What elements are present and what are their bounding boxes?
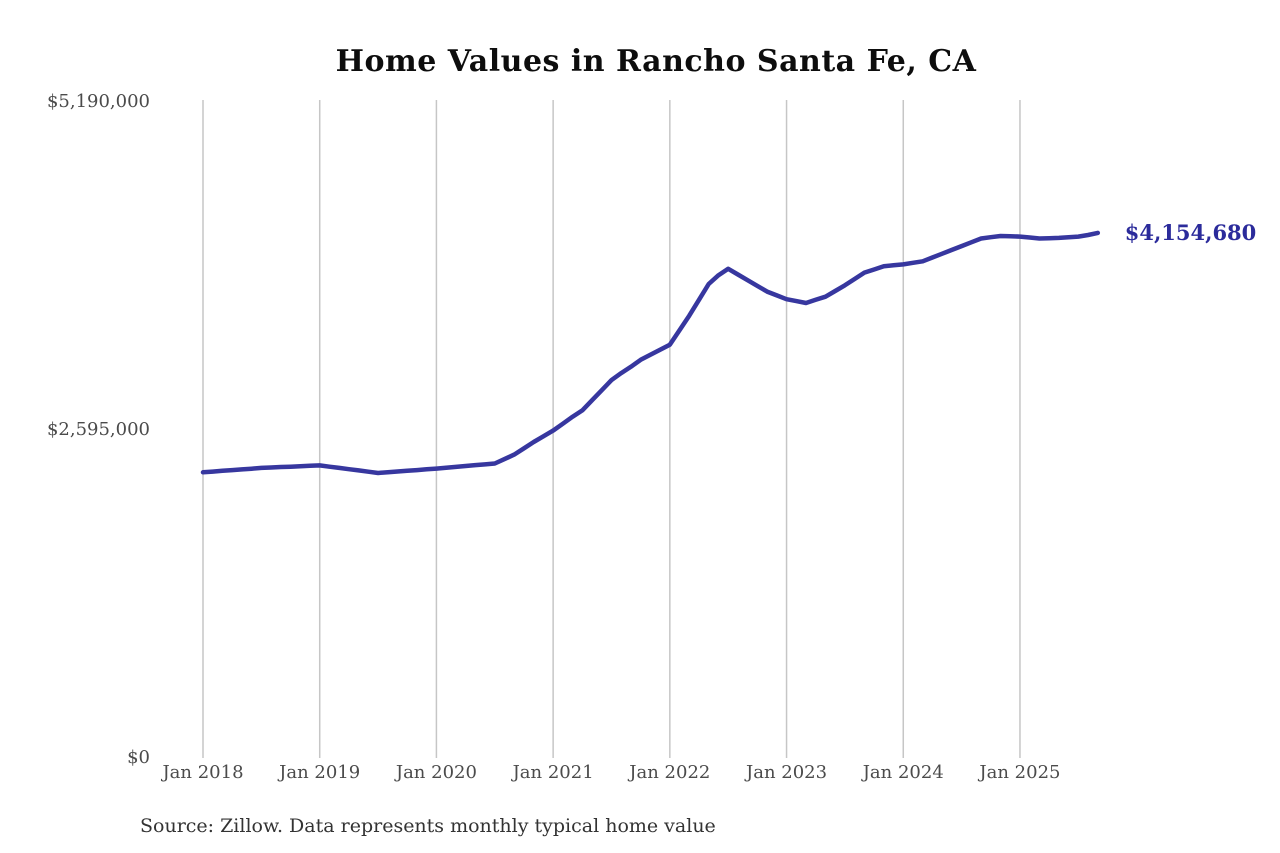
value-line-series bbox=[200, 230, 1101, 476]
x-tick-label: Jan 2025 bbox=[979, 762, 1061, 783]
y-tick-label: $2,595,000 bbox=[46, 419, 150, 440]
x-tick-label: Jan 2018 bbox=[162, 762, 244, 783]
y-tick-label: $0 bbox=[127, 747, 150, 768]
x-tick-label: Jan 2019 bbox=[279, 762, 361, 783]
x-tick-label: Jan 2020 bbox=[395, 762, 477, 783]
x-tick-label: Jan 2023 bbox=[746, 762, 828, 783]
latest-value-label: $4,154,680 bbox=[1124, 219, 1257, 245]
x-tick-label: Jan 2024 bbox=[862, 762, 944, 783]
source-note: Source: Zillow. Data represents monthly … bbox=[140, 815, 716, 837]
x-tick-label: Jan 2022 bbox=[629, 762, 711, 783]
x-tick-label: Jan 2021 bbox=[512, 762, 594, 783]
chart-title: Home Values in Rancho Santa Fe, CA bbox=[335, 44, 977, 79]
y-tick-label: $5,190,000 bbox=[46, 91, 150, 112]
